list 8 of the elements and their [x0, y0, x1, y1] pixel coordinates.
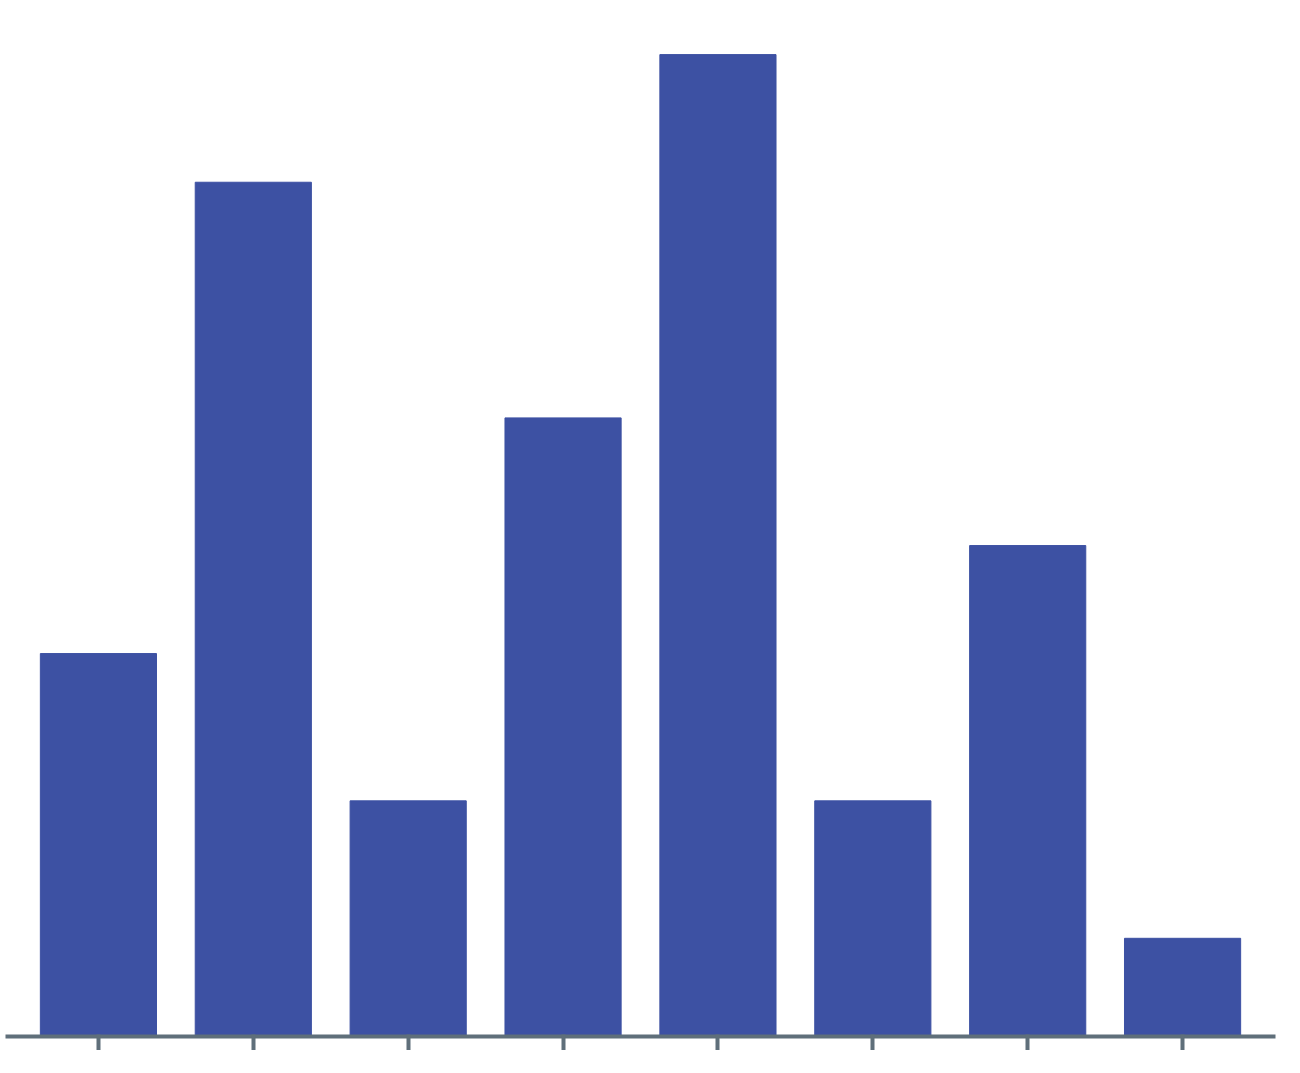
bar: [39, 653, 158, 1037]
bar: [504, 417, 622, 1037]
bar: [659, 54, 777, 1037]
bar: [1123, 937, 1242, 1037]
bar: [349, 800, 467, 1037]
bar: [969, 545, 1087, 1037]
bar: [194, 181, 312, 1037]
bar: [814, 800, 932, 1037]
